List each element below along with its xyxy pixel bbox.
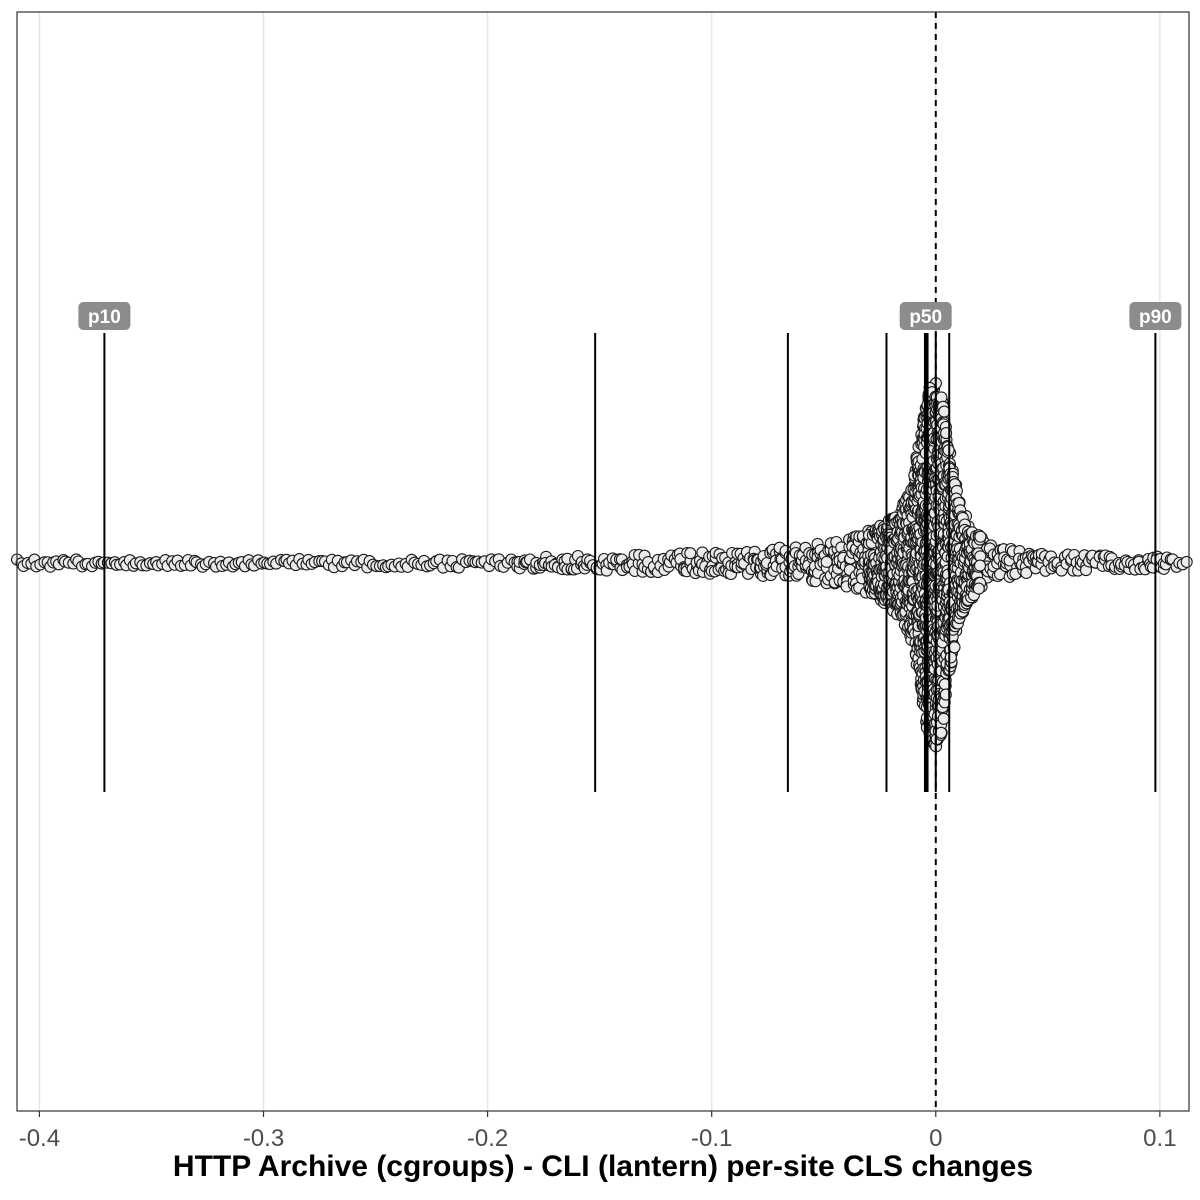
x-tick-label-4: 0	[929, 1125, 942, 1152]
data-point-269	[684, 547, 697, 560]
data-point-2695	[944, 651, 957, 664]
x-axis-title: HTTP Archive (cgroups) - CLI (lantern) p…	[173, 1150, 1033, 1183]
data-point-2468	[935, 726, 948, 739]
x-tick-label-0: -0.4	[19, 1125, 60, 1152]
x-tick-label-1: -0.3	[243, 1125, 284, 1152]
data-point-1393	[1180, 555, 1193, 568]
x-tick-label-3: -0.1	[691, 1125, 732, 1152]
x-tick-label-2: -0.2	[467, 1125, 508, 1152]
data-point-1292	[1020, 566, 1033, 580]
plot-border	[16, 11, 1190, 1112]
x-axis-ticks: -0.4 -0.3 -0.2 -0.1 0 0.1	[19, 1111, 1177, 1152]
data-point-2935	[972, 582, 985, 595]
percentile-lines	[103, 333, 1157, 792]
percentile-label-p10: p10	[88, 307, 121, 328]
percentile-labels: p10 p50 p90	[78, 302, 1182, 330]
data-point-2530	[937, 712, 950, 725]
percentile-label-p90-box	[1129, 302, 1182, 330]
data-point-2939	[974, 530, 987, 543]
percentile-label-p10-box	[78, 302, 131, 330]
data-point-2534	[938, 405, 951, 418]
data-point-2937	[973, 559, 987, 572]
x-tick-label-5: 0.1	[1143, 1125, 1176, 1152]
data-point-2736	[948, 641, 961, 654]
percentile-label-p90: p90	[1139, 307, 1172, 328]
percentile-label-p50: p50	[909, 307, 942, 328]
percentile-label-p50-box	[899, 302, 952, 330]
